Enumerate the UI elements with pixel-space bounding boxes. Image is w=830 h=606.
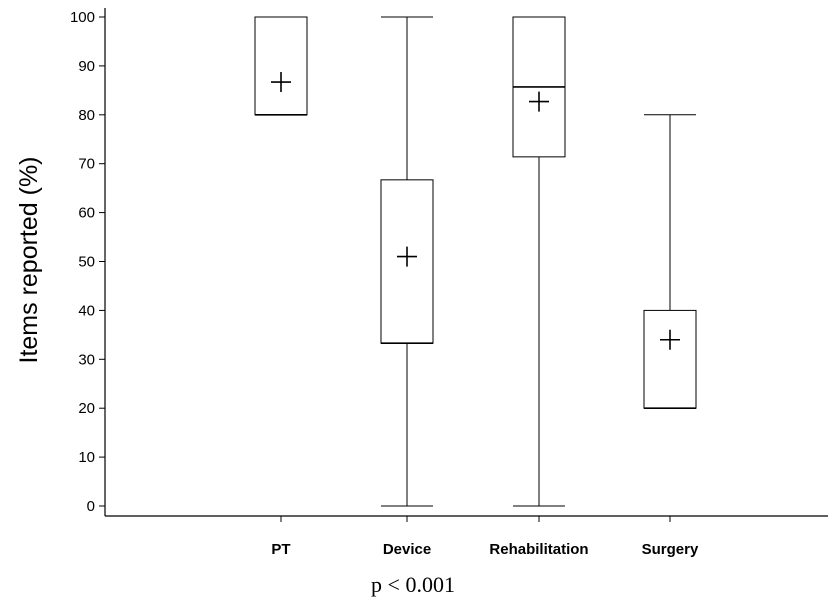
box-series (254, 16, 697, 507)
y-tick-label: 70 (78, 156, 95, 173)
y-tick-label: 60 (78, 205, 95, 222)
x-tick-label: PT (271, 541, 290, 558)
x-tick-label: Rehabilitation (489, 541, 588, 558)
box-rect (643, 309, 697, 409)
y-tick-label: 30 (78, 351, 95, 368)
box-pt (254, 16, 308, 116)
box-device (380, 16, 434, 507)
y-tick-label: 100 (70, 9, 95, 26)
y-axis-ticks: 0 10 20 30 40 50 60 70 80 90 100 (70, 9, 105, 515)
x-axis-ticks: PT Device Rehabilitation Surgery (271, 516, 699, 558)
y-tick-label: 80 (78, 107, 95, 124)
x-tick-label: Surgery (642, 541, 699, 558)
axes (104, 8, 828, 517)
box-rect (254, 16, 308, 116)
box-surgery (643, 114, 697, 410)
y-tick-label: 90 (78, 58, 95, 75)
x-tick-label: Device (383, 541, 431, 558)
y-tick-label: 20 (78, 400, 95, 417)
p-value-annotation: p < 0.001 (371, 572, 455, 597)
y-tick-label: 0 (87, 498, 95, 515)
y-axis-label: Items reported (%) (15, 156, 43, 363)
y-tick-label: 10 (78, 449, 95, 466)
y-tick-label: 40 (78, 302, 95, 319)
y-tick-label: 50 (78, 254, 95, 271)
box-rehabilitation (512, 16, 566, 507)
